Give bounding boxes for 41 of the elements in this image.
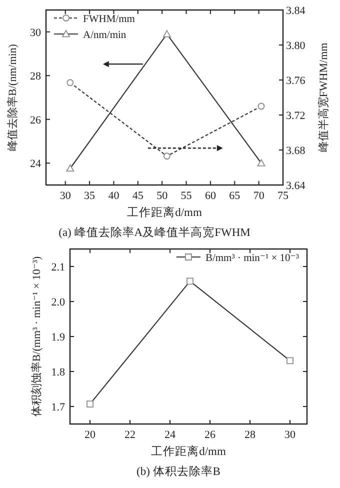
y-tick-label: 26 bbox=[30, 114, 42, 126]
x-tick-label: 26 bbox=[204, 429, 216, 441]
y-axis-title: 峰值去除率B/(nm/min) bbox=[6, 44, 19, 151]
y2-tick-label: 3.68 bbox=[286, 145, 306, 157]
x-tick-label: 20 bbox=[84, 429, 96, 441]
text: (a) 峰值去除率A及峰值半高宽FWHM bbox=[58, 225, 250, 239]
x-tick-label: 28 bbox=[244, 429, 256, 441]
y-axis-title: 体积刻蚀率B/(mm³ · min⁻¹ × 10⁻³) bbox=[30, 256, 43, 417]
y2-tick-label: 3.64 bbox=[286, 180, 306, 192]
y-tick-label: 2.0 bbox=[51, 296, 66, 308]
y-tick-label: 30 bbox=[30, 26, 42, 39]
legend-label: A/nm/min bbox=[83, 30, 127, 41]
x-tick-label: 75 bbox=[278, 190, 289, 202]
y-tick-label: 28 bbox=[30, 70, 42, 83]
legend: B/mm³ · min⁻¹ × 10⁻³ bbox=[176, 253, 299, 264]
y2-axis-title: 峰值半高宽FWHM/mm bbox=[317, 42, 330, 152]
y2-tick-label: 3.72 bbox=[286, 110, 306, 122]
legend-label: FWHM/mm bbox=[83, 14, 135, 25]
y-tick-label: 2.1 bbox=[51, 262, 65, 274]
y2-tick-label: 3.80 bbox=[286, 40, 306, 52]
x-tick-label: 65 bbox=[229, 190, 241, 202]
y2-tick-label: 3.76 bbox=[286, 75, 306, 87]
y-tick-label: 1.7 bbox=[51, 402, 66, 414]
x-tick-label: 55 bbox=[180, 190, 192, 202]
x-tick-label: 30 bbox=[284, 429, 296, 441]
x-tick-label: 50 bbox=[156, 190, 168, 202]
x-tick-label: 40 bbox=[108, 190, 120, 202]
x-tick-label: 70 bbox=[253, 190, 265, 202]
y-tick-label: 1.8 bbox=[51, 366, 66, 378]
y-tick-label: 1.9 bbox=[51, 332, 66, 344]
x-tick-label: 45 bbox=[132, 190, 144, 202]
x-axis-title: 工作距离d/mm bbox=[127, 205, 202, 219]
x-tick-label: 35 bbox=[84, 190, 96, 202]
y-tick-label: 24 bbox=[30, 158, 42, 170]
legend-label: B/mm³ · min⁻¹ × 10⁻³ bbox=[205, 253, 299, 264]
x-axis-title: 工作距离d/mm bbox=[151, 444, 226, 458]
y2-tick-label: 3.84 bbox=[286, 5, 306, 17]
x-tick-label: 24 bbox=[164, 429, 176, 441]
x-tick-label: 22 bbox=[124, 429, 136, 441]
text: (b) 体积去除率B bbox=[136, 464, 221, 478]
x-tick-label: 60 bbox=[204, 190, 216, 202]
